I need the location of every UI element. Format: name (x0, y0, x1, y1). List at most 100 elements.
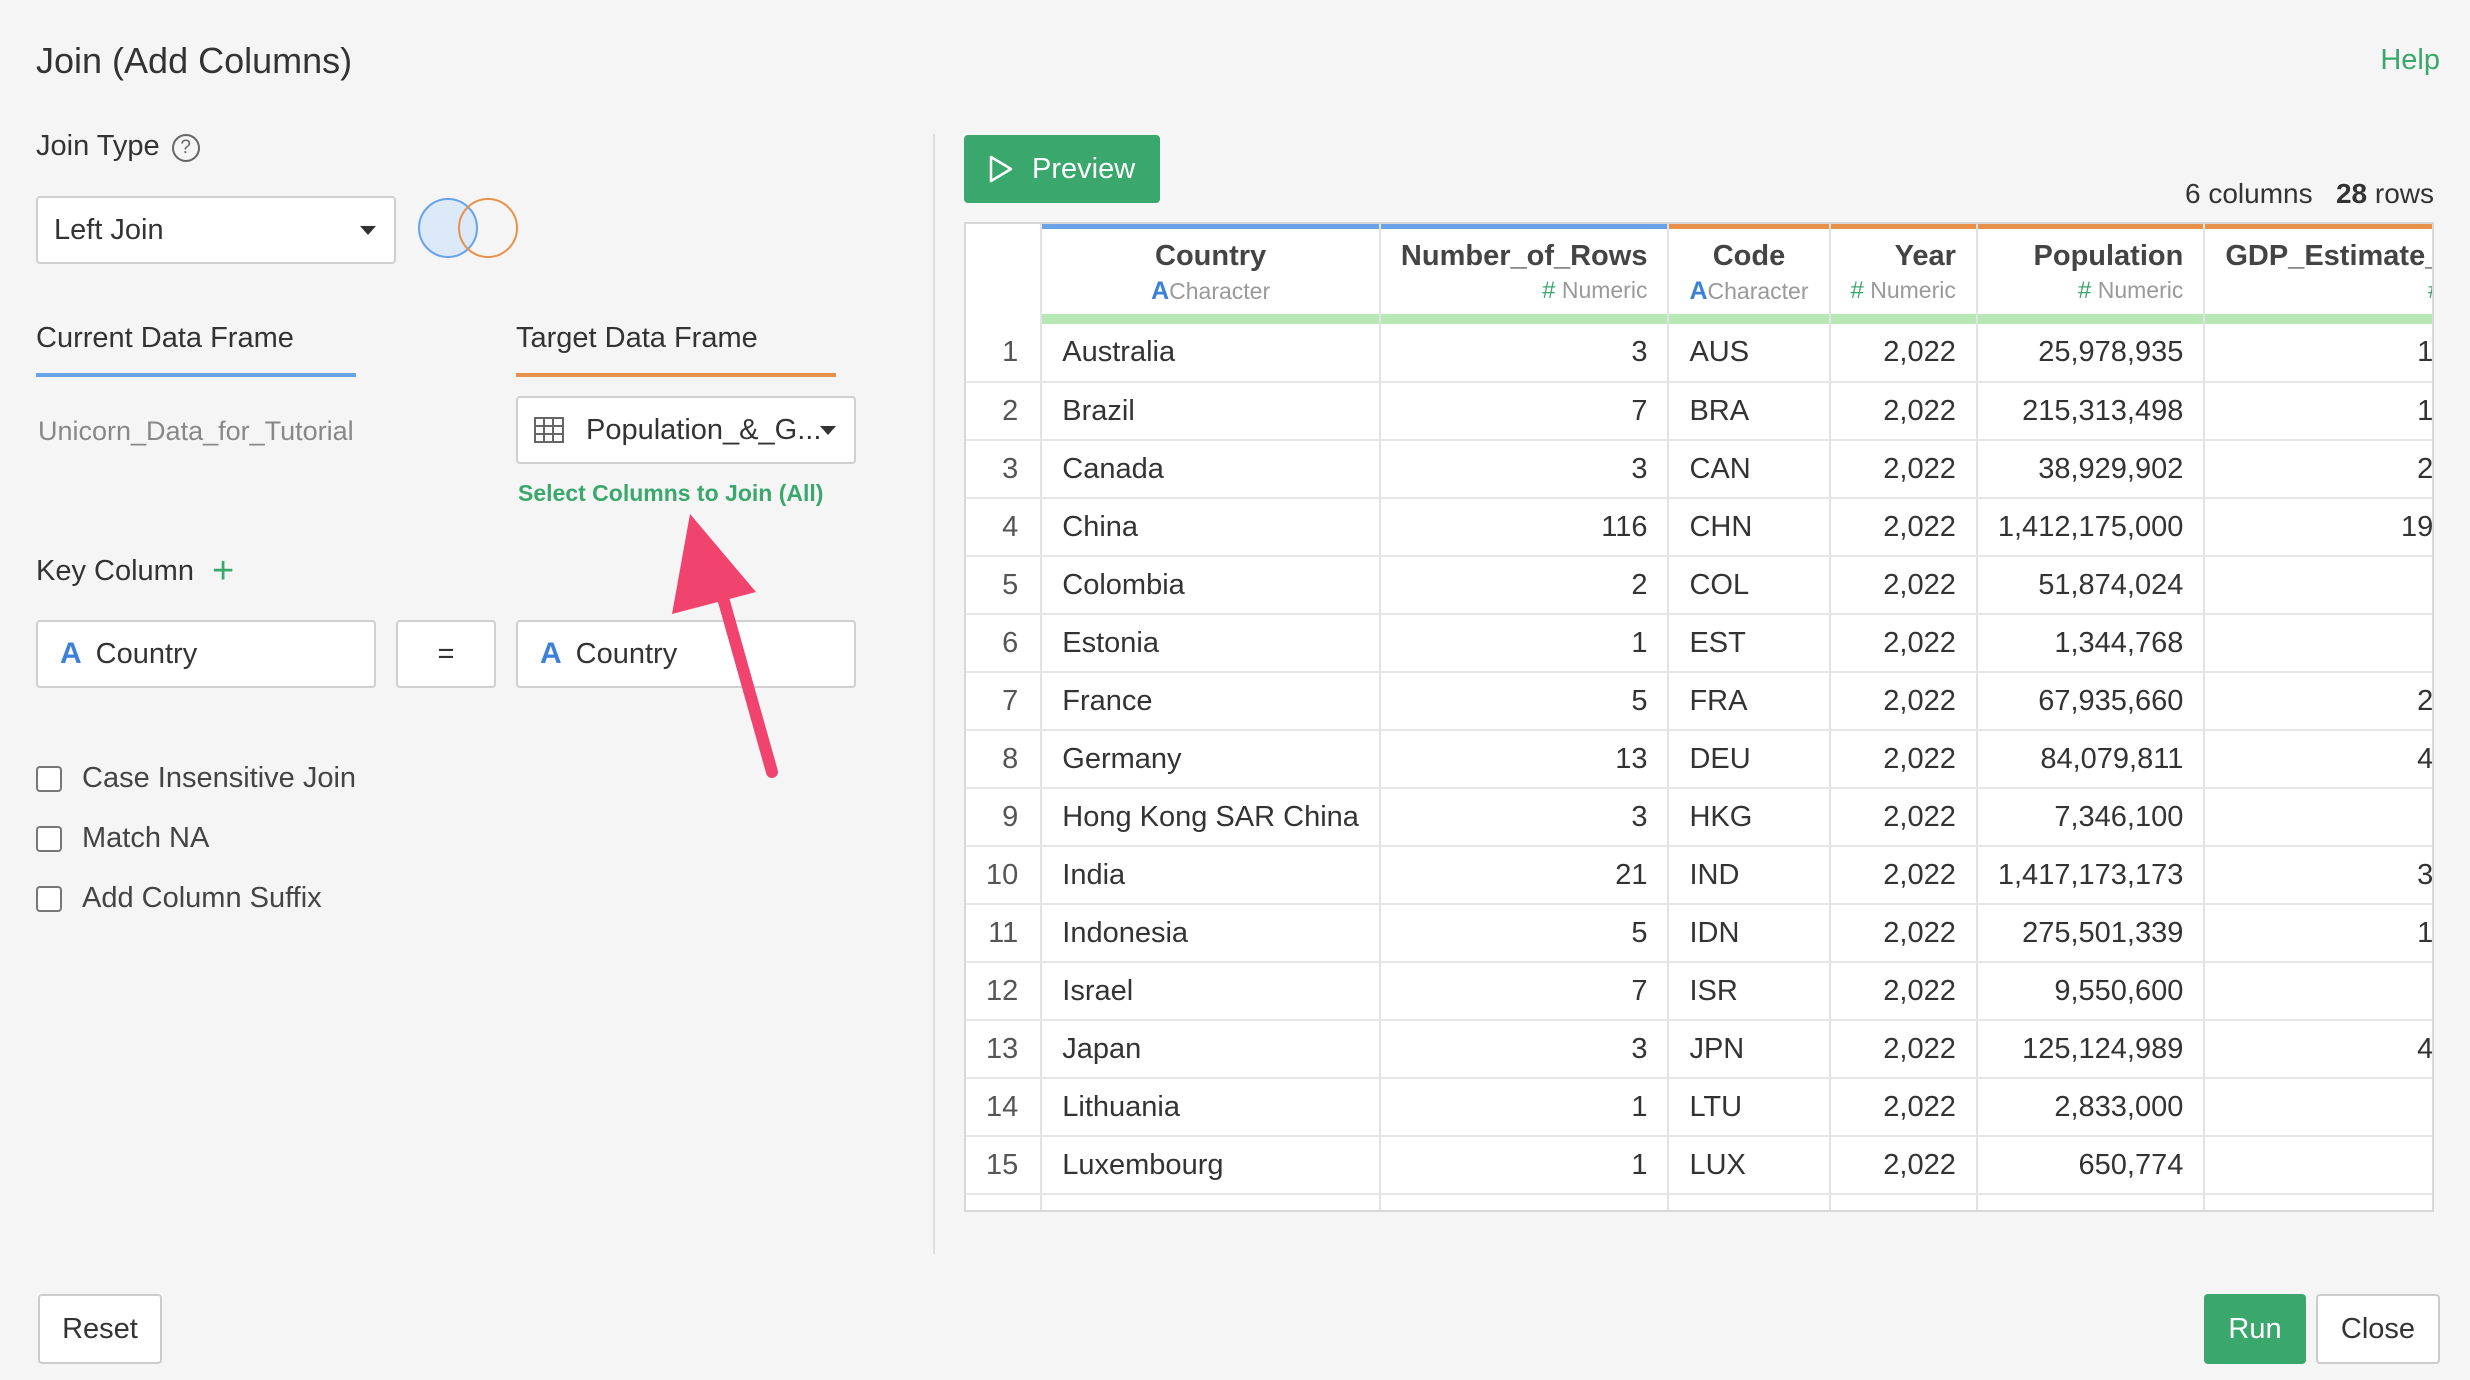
column-header-3[interactable]: Year # Numeric (1829, 224, 1978, 324)
table-cell[interactable]: 4, (2204, 1020, 2432, 1079)
table-cell[interactable]: Indonesia (1041, 904, 1381, 963)
table-cell[interactable]: Canada (1041, 440, 1381, 499)
table-cell[interactable]: 1 (1379, 614, 1670, 673)
select-columns-to-join-link[interactable]: Select Columns to Join (All) (518, 480, 824, 506)
table-cell[interactable]: 1,344,768 (1976, 614, 2206, 673)
help-link[interactable]: Help (2380, 44, 2440, 76)
table-cell[interactable]: Lithuania (1041, 1078, 1381, 1137)
table-cell[interactable]: 3 (1379, 324, 1670, 383)
table-cell[interactable]: 2,022 (1829, 1078, 1978, 1137)
table-cell[interactable]: 2,022 (1829, 730, 1978, 789)
table-cell[interactable]: 215,313,498 (1976, 382, 2206, 441)
table-cell[interactable]: 2,022 (1829, 614, 1978, 673)
column-header-5[interactable]: GDP_Estimate_ # (2204, 224, 2432, 324)
table-cell[interactable] (2204, 1136, 2432, 1195)
tab-current-data-frame[interactable]: Current Data Frame (36, 322, 356, 377)
table-cell[interactable]: 2 (1379, 556, 1670, 615)
table-cell[interactable]: Luxembourg (1041, 1136, 1381, 1195)
table-cell[interactable]: 1 (1379, 1136, 1670, 1195)
table-cell[interactable]: CAN (1668, 440, 1831, 499)
table-cell[interactable] (2204, 614, 2432, 673)
table-cell[interactable]: 2,022 (1829, 324, 1978, 383)
table-cell[interactable]: 2, (2204, 440, 2432, 499)
table-cell[interactable]: Japan (1041, 1020, 1381, 1079)
table-cell[interactable]: 1, (2204, 382, 2432, 441)
table-cell[interactable] (2204, 788, 2432, 847)
table-cell[interactable]: 3 (1379, 788, 1670, 847)
table-cell[interactable] (2204, 962, 2432, 1021)
table-cell[interactable]: LUX (1668, 1136, 1831, 1195)
table-cell[interactable]: 13 (1379, 730, 1670, 789)
table-cell[interactable]: 5 (1379, 672, 1670, 731)
key-column-right[interactable]: A Country (516, 620, 856, 688)
table-cell[interactable]: 125,124,989 (1976, 1020, 2206, 1079)
table-cell[interactable]: 2,022 (1829, 962, 1978, 1021)
table-cell[interactable]: France (1041, 672, 1381, 731)
table-cell[interactable]: 2,022 (1829, 382, 1978, 441)
table-cell[interactable]: Israel (1041, 962, 1381, 1021)
target-data-frame-select[interactable]: Population_&_G... (516, 396, 856, 464)
table-cell[interactable]: 1, (2204, 324, 2432, 383)
table-cell[interactable]: 1,412,175,000 (1976, 498, 2206, 557)
match-na-option[interactable]: Match NA (36, 822, 209, 855)
column-header-0[interactable]: Country ACharacter (1041, 224, 1381, 324)
table-cell[interactable]: 2,022 (1829, 1020, 1978, 1079)
run-button[interactable]: Run (2204, 1294, 2306, 1364)
column-header-2[interactable]: Code ACharacter (1668, 224, 1831, 324)
table-row[interactable]: 12 Israel 7 ISR 2,022 9,550,600 (966, 962, 2432, 1021)
table-cell[interactable]: LTU (1668, 1078, 1831, 1137)
question-circle-icon[interactable]: ? (171, 134, 200, 162)
table-cell[interactable]: 2,022 (1829, 498, 1978, 557)
table-cell[interactable]: 2,833,000 (1976, 1078, 2206, 1137)
case-insensitive-checkbox[interactable] (36, 765, 62, 792)
table-cell[interactable]: 3 (1379, 440, 1670, 499)
reset-button[interactable]: Reset (38, 1294, 162, 1364)
table-cell[interactable]: 51,874,024 (1976, 556, 2206, 615)
tab-target-data-frame[interactable]: Target Data Frame (516, 322, 836, 377)
table-cell[interactable]: AUS (1668, 324, 1831, 383)
table-cell[interactable]: 2,022 (1829, 904, 1978, 963)
table-cell[interactable]: BRA (1668, 382, 1831, 441)
table-cell[interactable]: 4, (2204, 730, 2432, 789)
table-cell[interactable]: 275,501,339 (1976, 904, 2206, 963)
table-cell[interactable]: JPN (1668, 1020, 1831, 1079)
add-key-column-icon[interactable]: + (211, 550, 235, 592)
table-cell[interactable]: Colombia (1041, 556, 1381, 615)
column-header-4[interactable]: Population # Numeric (1976, 224, 2206, 324)
table-cell[interactable]: EST (1668, 614, 1831, 673)
table-cell[interactable]: CHN (1668, 498, 1831, 557)
table-row[interactable]: 5 Colombia 2 COL 2,022 51,874,024 (966, 556, 2432, 615)
table-cell[interactable]: 2,022 (1829, 440, 1978, 499)
table-cell[interactable]: Australia (1041, 324, 1381, 383)
table-cell[interactable]: COL (1668, 556, 1831, 615)
table-cell[interactable]: 5 (1379, 904, 1670, 963)
table-cell[interactable]: 116 (1379, 498, 1670, 557)
table-cell[interactable]: 2,022 (1829, 846, 1978, 905)
key-operator-select[interactable]: = (396, 620, 496, 688)
table-cell[interactable] (2204, 556, 2432, 615)
preview-table[interactable]: Country ACharacter Number_of_Rows # Numeric… (964, 222, 2434, 1212)
key-column-left[interactable]: A Country (36, 620, 376, 688)
table-cell[interactable]: Hong Kong SAR China (1041, 788, 1381, 847)
table-row[interactable]: 9 Hong Kong SAR China 3 HKG 2,022 7,346,100 (966, 788, 2432, 847)
table-cell[interactable]: 7 (1379, 382, 1670, 441)
table-cell[interactable]: 7,346,100 (1976, 788, 2206, 847)
table-cell[interactable]: HKG (1668, 788, 1831, 847)
table-cell[interactable]: 19, (2204, 498, 2432, 557)
table-cell[interactable]: IDN (1668, 904, 1831, 963)
table-cell[interactable]: Germany (1041, 730, 1381, 789)
table-cell[interactable]: 2,022 (1829, 556, 1978, 615)
preview-button[interactable]: Preview (964, 135, 1160, 203)
case-insensitive-option[interactable]: Case Insensitive Join (36, 762, 356, 795)
join-type-select[interactable]: Left Join (36, 196, 396, 264)
table-cell[interactable]: FRA (1668, 672, 1831, 731)
table-cell[interactable]: ISR (1668, 962, 1831, 1021)
close-button[interactable]: Close (2316, 1294, 2440, 1364)
